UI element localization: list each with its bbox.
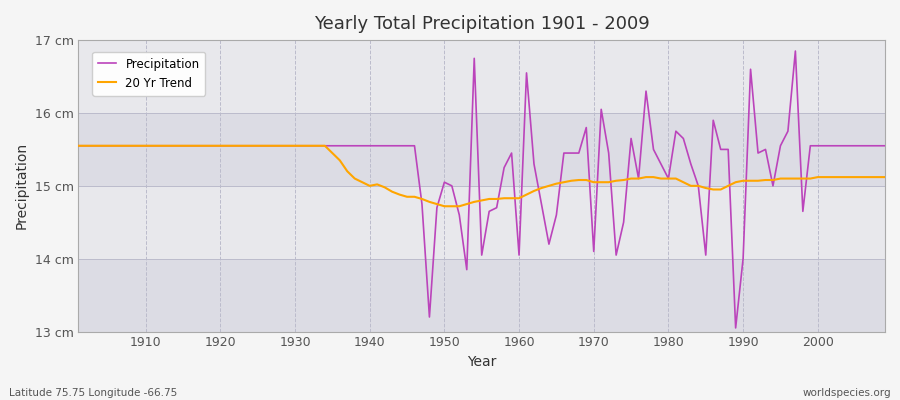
- 20 Yr Trend: [297, 143, 308, 148]
- 20 Yr Trend: [439, 204, 450, 209]
- X-axis label: Year: Year: [467, 355, 497, 369]
- Precipitation: [506, 151, 517, 156]
- Precipitation: [730, 326, 741, 330]
- Precipitation: [297, 143, 308, 148]
- 20 Yr Trend: [133, 143, 144, 148]
- Precipitation: [73, 143, 84, 148]
- Precipitation: [790, 49, 801, 54]
- 20 Yr Trend: [879, 175, 890, 180]
- Title: Yearly Total Precipitation 1901 - 2009: Yearly Total Precipitation 1901 - 2009: [314, 15, 650, 33]
- Bar: [78, 259, 885, 332]
- Legend: Precipitation, 20 Yr Trend: Precipitation, 20 Yr Trend: [93, 52, 205, 96]
- 20 Yr Trend: [73, 143, 84, 148]
- Bar: [78, 40, 885, 113]
- 20 Yr Trend: [611, 178, 622, 183]
- Precipitation: [514, 253, 525, 258]
- 20 Yr Trend: [342, 169, 353, 174]
- Precipitation: [133, 143, 144, 148]
- Text: worldspecies.org: worldspecies.org: [803, 388, 891, 398]
- Precipitation: [342, 143, 353, 148]
- Text: Latitude 75.75 Longitude -66.75: Latitude 75.75 Longitude -66.75: [9, 388, 177, 398]
- Bar: [78, 113, 885, 186]
- Precipitation: [603, 151, 614, 156]
- Precipitation: [879, 143, 890, 148]
- 20 Yr Trend: [514, 196, 525, 201]
- Y-axis label: Precipitation: Precipitation: [15, 142, 29, 230]
- Line: 20 Yr Trend: 20 Yr Trend: [78, 146, 885, 206]
- 20 Yr Trend: [521, 192, 532, 197]
- Bar: [78, 186, 885, 259]
- Line: Precipitation: Precipitation: [78, 51, 885, 328]
